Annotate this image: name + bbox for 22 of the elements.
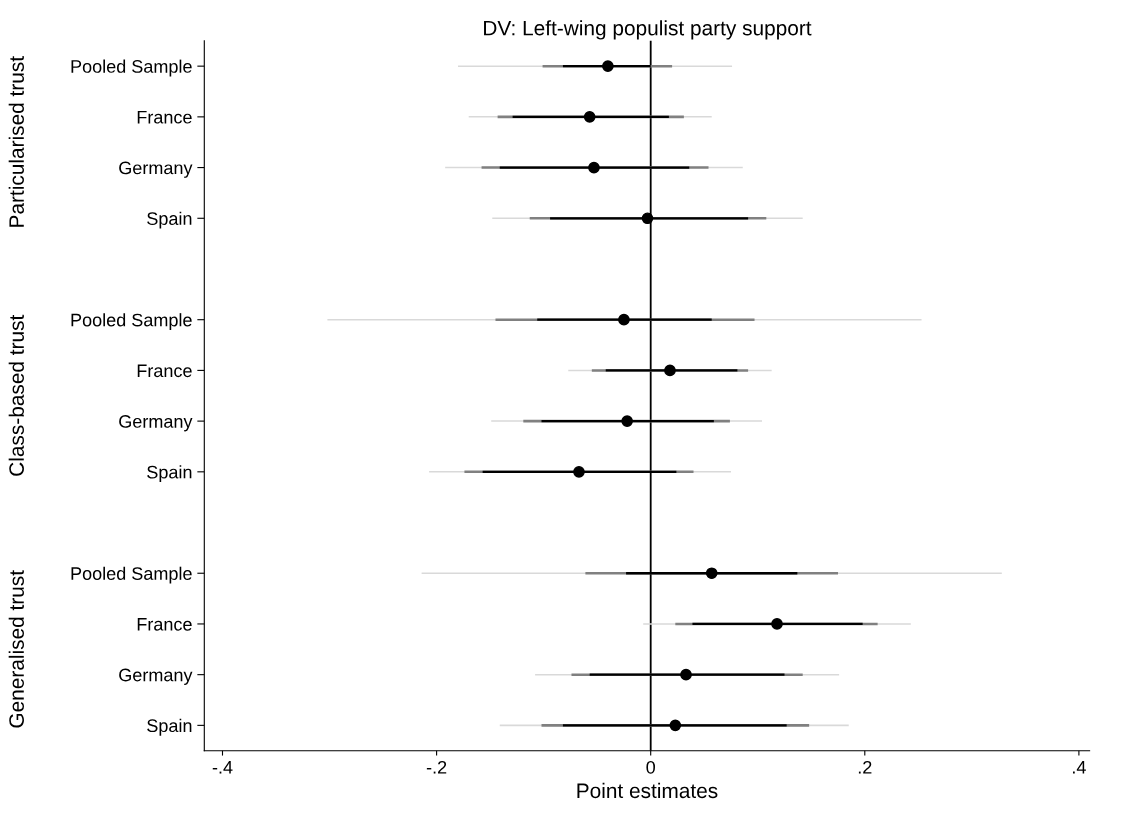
y-tick-label: Pooled Sample	[71, 59, 192, 77]
text: Particularised trust	[8, 56, 24, 227]
x-tick-label: .4	[1073, 761, 1086, 774]
y-tick-label: France	[137, 364, 192, 378]
y-tick-label: Germany	[119, 161, 193, 178]
x-tick-label: 0	[646, 760, 656, 774]
y-tick-label: France	[137, 618, 192, 631]
y-tick-label: Spain	[147, 211, 192, 229]
y-tick-label: Spain	[147, 718, 192, 736]
x-tick-label: .2	[858, 760, 872, 774]
y-tick-label: Germany	[119, 668, 193, 685]
x-axis-title: Point estimates	[577, 782, 718, 799]
y-tick-label: France	[137, 110, 192, 124]
text: Class-based trust	[8, 314, 24, 476]
x-tick-label: -.4	[212, 761, 233, 774]
text: Generalised trust	[8, 570, 24, 728]
chart-title: DV: Left-wing populist party support	[484, 20, 812, 40]
y-tick-label: Spain	[147, 465, 192, 483]
y-tick-label: Pooled Sample	[71, 566, 192, 584]
x-tick-label: -.2	[426, 760, 447, 774]
y-tick-label: Pooled Sample	[71, 313, 192, 330]
y-tick-label: Germany	[119, 415, 193, 432]
